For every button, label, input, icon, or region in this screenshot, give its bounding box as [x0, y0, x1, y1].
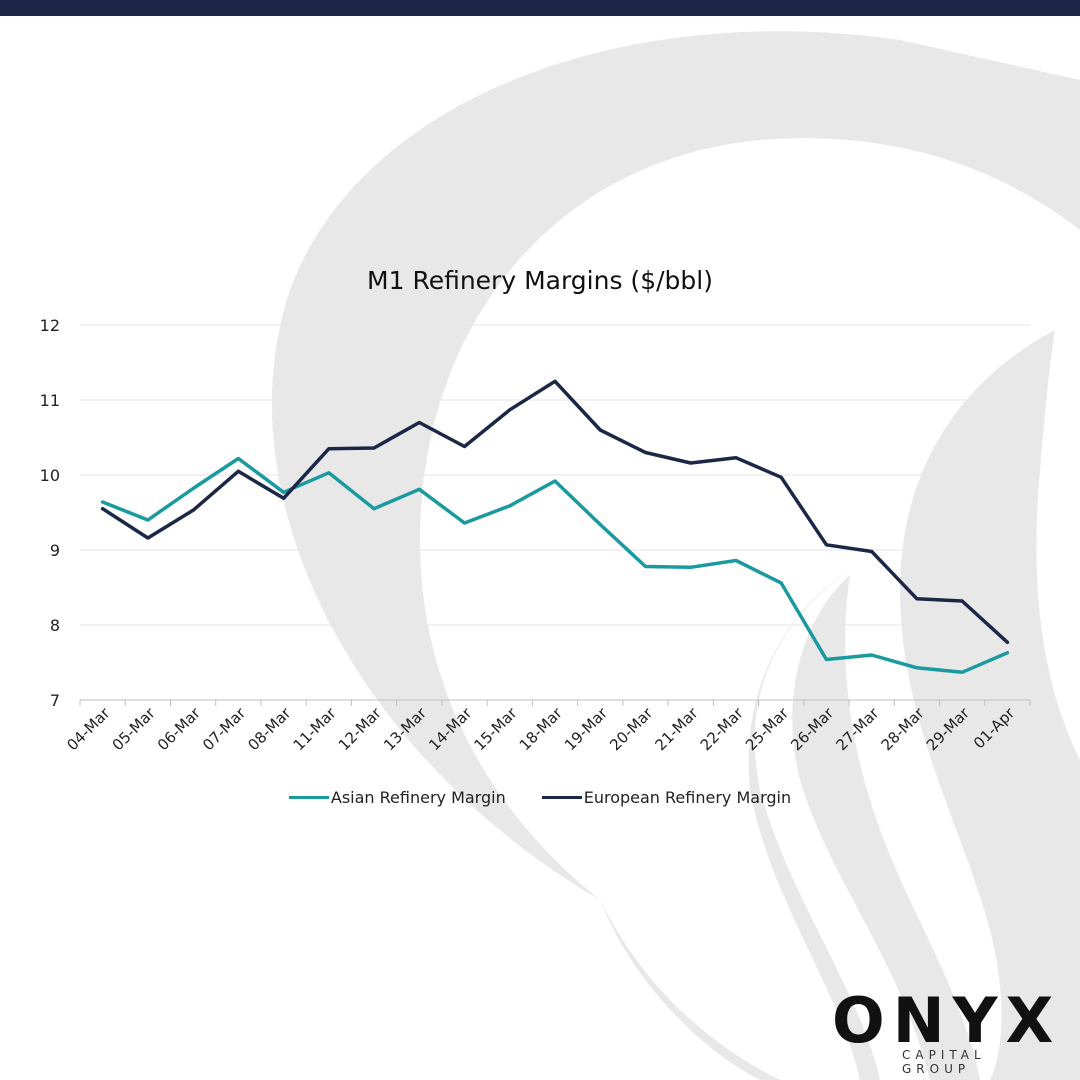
data-point: [915, 597, 919, 601]
legend-swatch-asian: [288, 796, 329, 799]
data-point: [779, 475, 783, 479]
x-tick-label: 22-Mar: [697, 704, 748, 755]
x-tick-label: 01-Apr: [970, 704, 1019, 753]
y-tick-label: 10: [40, 466, 60, 485]
watermark-flame-left: [600, 570, 880, 1080]
data-point: [236, 469, 240, 473]
data-point: [915, 666, 919, 670]
x-tick-label: 14-Mar: [425, 704, 476, 755]
data-point: [417, 421, 421, 424]
data-point: [372, 507, 376, 511]
x-tick-label: 20-Mar: [606, 704, 657, 755]
data-point: [463, 521, 467, 525]
y-tick-label: 7: [50, 691, 60, 710]
legend-swatch-european: [541, 796, 582, 799]
watermark-ring: [271, 31, 1080, 900]
data-point: [553, 379, 557, 383]
data-point: [463, 445, 467, 448]
data-point: [870, 653, 874, 657]
data-point: [689, 461, 693, 465]
data-point: [960, 599, 964, 603]
data-point: [146, 518, 150, 522]
x-tick-label: 15-Mar: [471, 704, 522, 755]
x-tick-label: 27-Mar: [832, 704, 883, 755]
y-axis: 12 11 10 9 8 7: [40, 316, 60, 710]
data-point: [870, 550, 874, 553]
data-point: [824, 543, 828, 547]
data-point: [734, 559, 738, 562]
x-axis: 04-Mar05-Mar06-Mar07-Mar08-Mar11-Mar12-M…: [63, 699, 1031, 755]
data-point: [327, 447, 331, 451]
x-tick-label: 28-Mar: [878, 704, 929, 755]
legend-label-european: European Refinery Margin: [583, 788, 792, 807]
data-point: [598, 523, 602, 526]
data-point: [191, 487, 195, 490]
series-line-asian: [100, 456, 1010, 675]
x-tick-label: 25-Mar: [742, 704, 793, 755]
data-point: [508, 408, 512, 412]
data-point: [553, 479, 557, 483]
data-point: [689, 565, 693, 569]
legend-item-asian: Asian Refinery Margin: [288, 788, 506, 807]
data-point: [282, 496, 286, 500]
x-tick-label: 29-Mar: [923, 704, 974, 755]
logo-wordmark: ONYX: [832, 984, 1062, 1057]
data-point: [417, 487, 421, 491]
y-tick-label: 8: [50, 616, 60, 635]
data-point: [101, 500, 105, 504]
x-tick-label: 04-Mar: [63, 704, 114, 755]
x-tick-label: 08-Mar: [244, 704, 295, 755]
watermark-flame-inner: [792, 575, 980, 1080]
series-layer: [100, 379, 1010, 675]
x-tick-label: 07-Mar: [199, 704, 250, 755]
onyx-logo: ONYX CAPITAL GROUP: [832, 984, 1062, 1077]
x-tick-label: 18-Mar: [516, 704, 567, 755]
data-point: [779, 581, 783, 585]
y-tick-label: 11: [40, 391, 60, 410]
data-point: [734, 456, 738, 460]
legend-item-european: European Refinery Margin: [541, 788, 792, 807]
data-point: [191, 508, 195, 512]
x-tick-label: 06-Mar: [154, 704, 205, 755]
top-bar: [0, 0, 1080, 16]
data-point: [508, 504, 512, 508]
data-point: [101, 507, 105, 511]
data-point: [598, 428, 602, 432]
legend: Asian Refinery Margin European Refinery …: [0, 788, 1080, 807]
logo-subtitle: CAPITAL GROUP: [902, 1048, 986, 1076]
data-point: [327, 471, 331, 475]
data-point: [643, 565, 647, 568]
x-tick-label: 05-Mar: [109, 704, 160, 755]
grid-layer: [80, 324, 1030, 626]
data-point: [372, 446, 376, 450]
series-line-european: [100, 379, 1010, 645]
x-tick-label: 26-Mar: [787, 704, 838, 755]
watermark-flame-right: [900, 330, 1080, 1080]
x-tick-label: 21-Mar: [651, 704, 702, 755]
data-point: [960, 670, 964, 674]
data-point: [1005, 640, 1009, 644]
chart-title: M1 Refinery Margins ($/bbl): [367, 266, 713, 295]
y-tick-label: 12: [40, 316, 60, 335]
data-point: [643, 451, 647, 454]
data-point: [236, 457, 240, 460]
legend-label-asian: Asian Refinery Margin: [330, 788, 506, 807]
x-tick-label: 12-Mar: [335, 704, 386, 755]
data-point: [1005, 651, 1009, 655]
y-tick-label: 9: [50, 541, 60, 560]
x-tick-label: 19-Mar: [561, 704, 612, 755]
data-point: [282, 490, 286, 494]
x-tick-label: 11-Mar: [290, 704, 341, 755]
data-point: [146, 536, 150, 540]
data-point: [824, 658, 828, 661]
x-tick-label: 13-Mar: [380, 704, 431, 755]
